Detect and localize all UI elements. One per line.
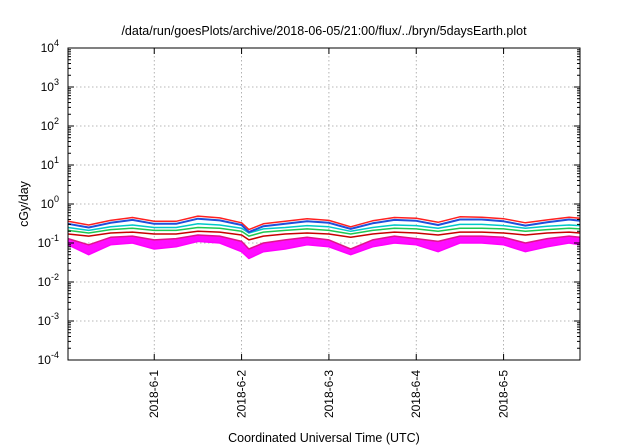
x-axis-label: Coordinated Universal Time (UTC) xyxy=(228,431,420,445)
series-line xyxy=(67,223,581,234)
series-line xyxy=(67,230,581,241)
y-tick-label: 101 xyxy=(41,155,59,172)
series-line xyxy=(67,226,581,237)
axis-ticks xyxy=(68,47,580,361)
y-tick-label: 104 xyxy=(41,38,59,55)
x-tick-label: 2018-6-3 xyxy=(322,370,336,418)
series-line xyxy=(67,240,581,260)
y-tick-label: 100 xyxy=(41,194,59,211)
x-tick-label: 2018-6-2 xyxy=(235,370,249,418)
series-line xyxy=(67,215,581,231)
x-tick-label: 2018-6-4 xyxy=(409,370,423,418)
y-axis-label: cGy/day xyxy=(17,180,31,227)
grid xyxy=(68,48,580,360)
x-tick-labels: 2018-6-1 2018-6-2 2018-6-3 2018-6-4 2018-6-5 xyxy=(147,370,510,418)
series-band xyxy=(68,235,580,259)
y-tick-label: 10-1 xyxy=(38,233,59,250)
y-tick-label: 10-4 xyxy=(38,350,59,367)
x-tick-label: 2018-6-5 xyxy=(497,370,511,418)
chart-title: /data/run/goesPlots/archive/2018-06-05/2… xyxy=(121,24,527,38)
x-tick-label: 2018-6-1 xyxy=(147,370,161,418)
y-tick-label: 10-3 xyxy=(38,311,59,328)
y-tick-label: 10-2 xyxy=(38,272,59,289)
y-tick-label: 103 xyxy=(41,77,59,94)
series-line xyxy=(67,217,581,234)
series-line xyxy=(67,234,581,250)
y-tick-labels: 10-4 10-3 10-2 10-1 100 101 102 103 104 xyxy=(38,38,59,367)
plot-series xyxy=(67,215,581,260)
y-tick-label: 102 xyxy=(41,116,59,133)
